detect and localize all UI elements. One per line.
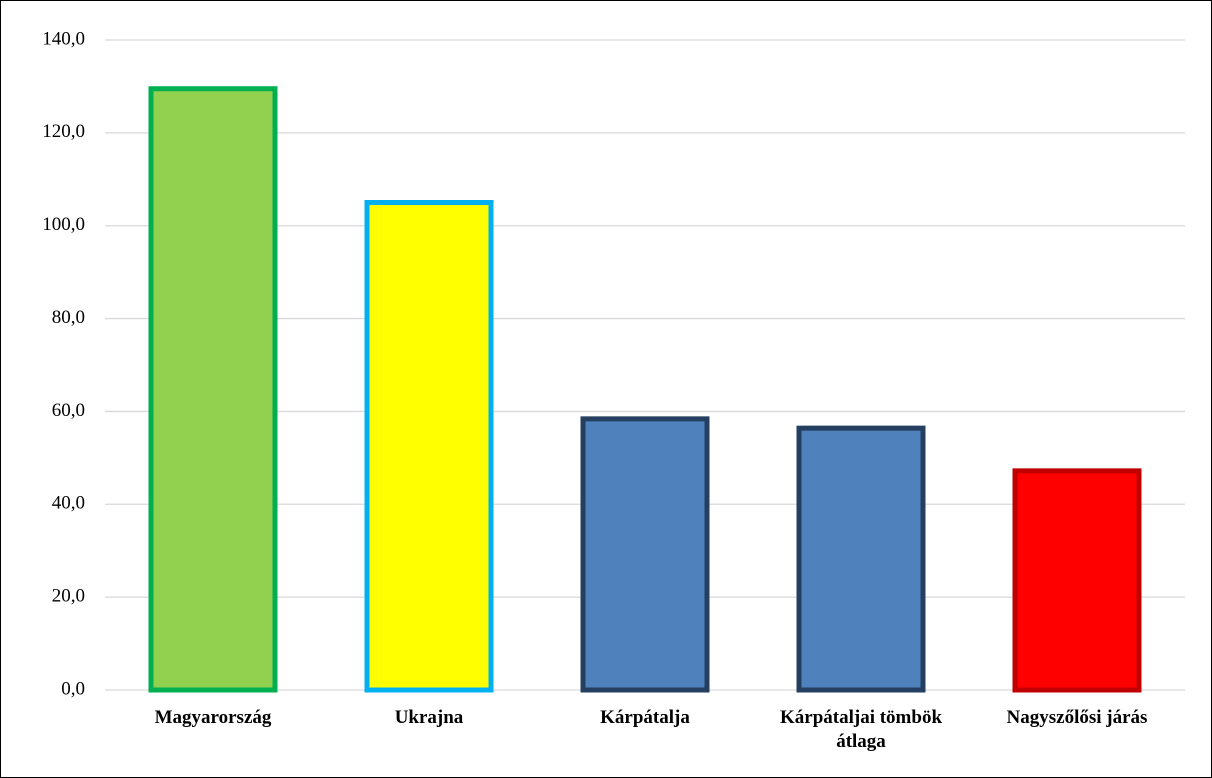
bar	[1012, 468, 1142, 693]
y-tick-label: 40,0	[52, 493, 85, 514]
y-tick-label: 60,0	[52, 400, 85, 421]
x-tick-label: Kárpátaljai tömbök átlaga	[779, 707, 943, 752]
y-tick-label: 100,0	[42, 214, 85, 235]
y-tick-label: 120,0	[42, 121, 85, 142]
x-tick-label: Kárpátalja	[600, 707, 690, 728]
y-tick-label: 140,0	[42, 28, 85, 49]
y-tick-label: 20,0	[52, 586, 85, 607]
bar	[796, 425, 926, 693]
y-tick-label: 0,0	[61, 678, 85, 699]
x-tick-label: Ukrajna	[394, 707, 464, 728]
x-tick-label: Magyarország	[154, 707, 272, 728]
bar	[364, 200, 494, 693]
bar	[148, 86, 278, 693]
bar	[580, 416, 710, 693]
x-tick-label: Nagyszőlősi járás	[1006, 707, 1148, 728]
y-tick-label: 80,0	[52, 307, 85, 328]
